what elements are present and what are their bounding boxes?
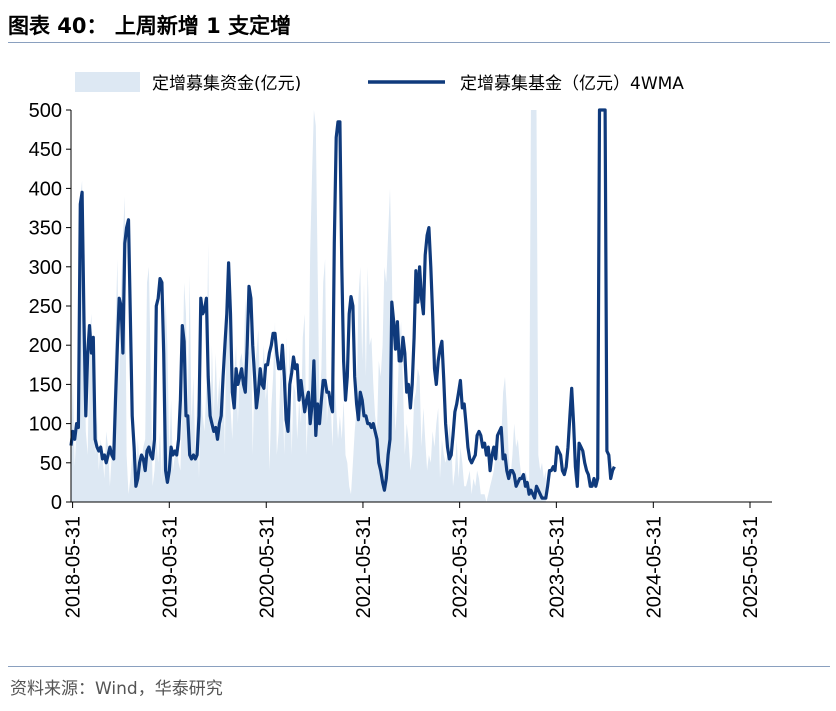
bottom-divider <box>8 666 830 667</box>
area-series-fill <box>71 110 546 502</box>
x-tick-label: 2021-05-31 <box>353 516 375 618</box>
x-tick-label: 2020-05-31 <box>256 516 278 618</box>
x-tick-labels: 2018-05-31 2019-05-31 2020-05-31 2021-05-31… <box>63 516 762 618</box>
y-tick-label: 450 <box>29 139 62 161</box>
y-tick-label: 50 <box>40 453 62 475</box>
y-tick-label: 200 <box>29 335 62 357</box>
x-tick-label: 2019-05-31 <box>159 516 181 618</box>
legend-area-swatch <box>75 72 140 92</box>
x-tick-label: 2025-05-31 <box>740 516 762 618</box>
y-tick-labels: 0 50 100 150 200 250 300 350 400 450 500 <box>29 100 62 514</box>
y-tick-label: 400 <box>29 178 62 200</box>
x-tick-label: 2024-05-31 <box>643 516 665 618</box>
figure-title: 图表 40： 上周新增 1 支定增 <box>8 14 292 38</box>
y-tick-label: 350 <box>29 218 62 240</box>
y-tick-label: 300 <box>29 257 62 279</box>
y-tick-label: 500 <box>29 100 62 122</box>
top-divider <box>8 42 830 43</box>
line-series-4wma <box>69 108 616 500</box>
area-series-layer <box>71 110 546 502</box>
y-tick-label: 100 <box>29 414 62 436</box>
legend-line-label: 定增募集基金（亿元）4WMA <box>460 74 684 94</box>
x-tick-label: 2022-05-31 <box>450 516 472 618</box>
axes-layer <box>66 109 772 508</box>
y-tick-label: 150 <box>29 374 62 396</box>
source-note: 资料来源：Wind，华泰研究 <box>10 679 223 699</box>
y-tick-label: 0 <box>51 492 62 514</box>
legend-area-label: 定增募集资金(亿元) <box>152 74 301 94</box>
line-series-layer <box>69 108 616 500</box>
x-tick-label: 2023-05-31 <box>546 516 568 618</box>
x-tick-label: 2018-05-31 <box>63 516 85 618</box>
y-tick-label: 250 <box>29 296 62 318</box>
